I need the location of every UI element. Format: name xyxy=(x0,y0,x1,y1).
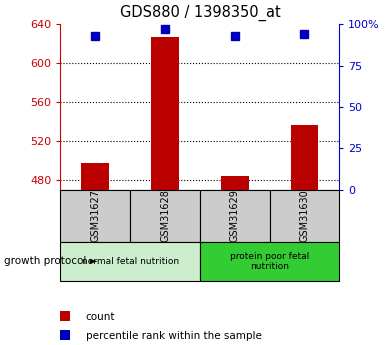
Text: percentile rank within the sample: percentile rank within the sample xyxy=(86,331,262,341)
Text: protein poor fetal
nutrition: protein poor fetal nutrition xyxy=(230,252,309,271)
Bar xyxy=(60,190,130,242)
Bar xyxy=(130,190,200,242)
Bar xyxy=(291,126,318,190)
Bar xyxy=(200,190,269,242)
Title: GDS880 / 1398350_at: GDS880 / 1398350_at xyxy=(119,5,280,21)
Bar xyxy=(82,164,109,190)
Bar xyxy=(151,37,179,190)
Text: GSM31630: GSM31630 xyxy=(300,189,309,242)
Bar xyxy=(60,241,200,281)
Text: GSM31629: GSM31629 xyxy=(230,189,240,242)
Text: growth protocol ►: growth protocol ► xyxy=(4,256,98,266)
Bar xyxy=(200,241,339,281)
Text: GSM31628: GSM31628 xyxy=(160,189,170,242)
Text: GSM31627: GSM31627 xyxy=(90,189,100,242)
Bar xyxy=(269,190,339,242)
Text: count: count xyxy=(86,312,115,322)
Bar xyxy=(221,176,249,190)
Text: normal fetal nutrition: normal fetal nutrition xyxy=(82,257,179,266)
